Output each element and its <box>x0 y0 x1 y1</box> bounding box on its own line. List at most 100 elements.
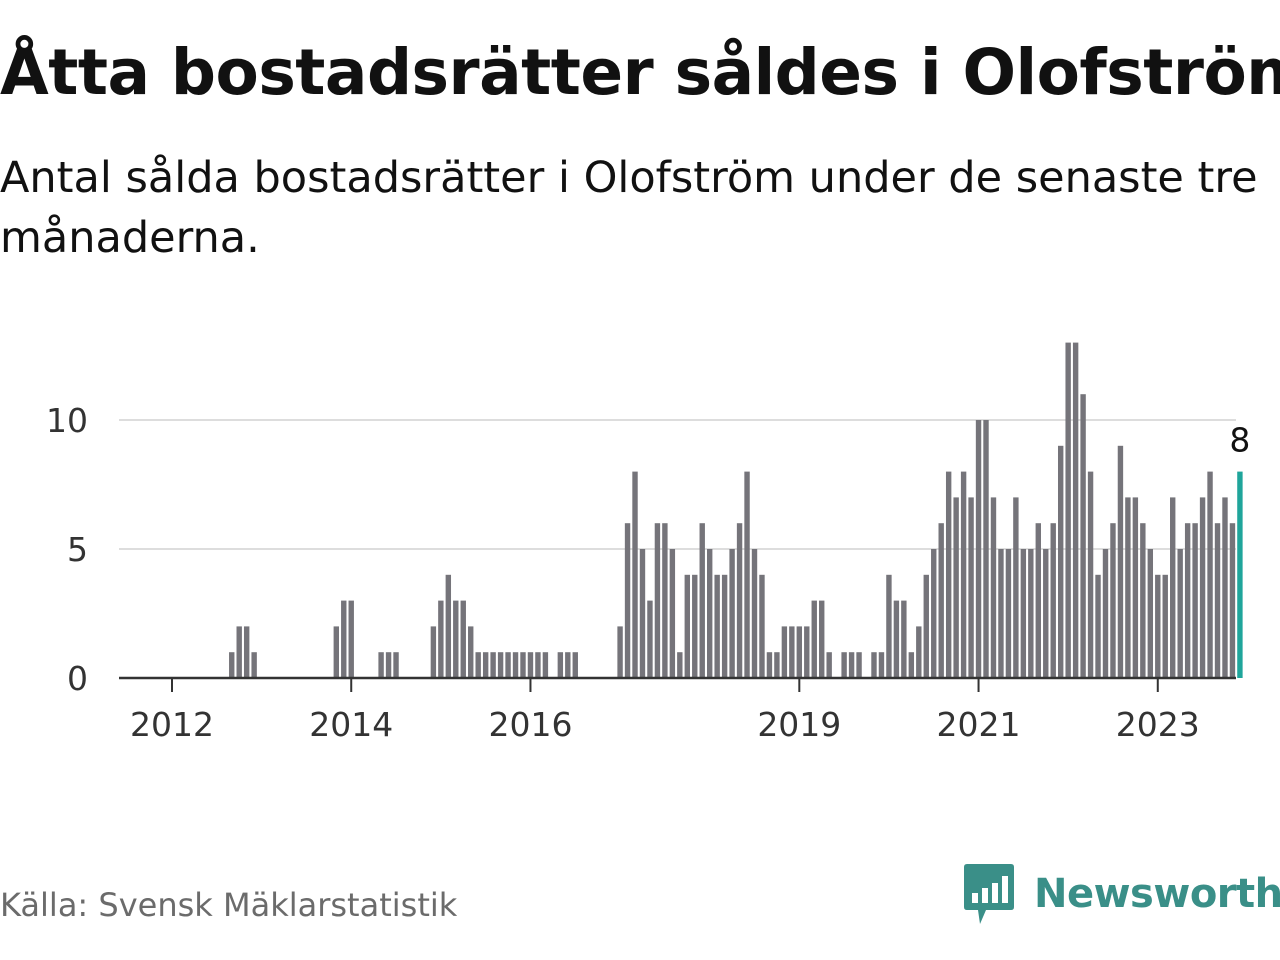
source-note: Källa: Svensk Mäklarstatistik <box>0 886 458 924</box>
brand-logo[interactable]: Newsworthy <box>962 862 1280 926</box>
bar <box>497 652 504 678</box>
bar <box>632 471 638 678</box>
bar <box>871 652 877 678</box>
x-tick-label: 2023 <box>1116 705 1200 744</box>
bar <box>1147 549 1154 678</box>
grid-lines <box>119 419 1236 550</box>
bar <box>1087 471 1094 678</box>
bar <box>460 600 466 678</box>
bar <box>990 497 997 678</box>
bar <box>393 652 399 678</box>
bar <box>1192 523 1198 678</box>
bar <box>333 626 339 678</box>
bar <box>998 549 1004 678</box>
x-tick-label: 2012 <box>130 705 214 744</box>
bar <box>482 652 489 678</box>
bar <box>796 626 803 678</box>
bar <box>1080 394 1086 678</box>
bar <box>542 652 549 678</box>
bar <box>572 652 578 678</box>
bar <box>811 600 817 678</box>
bar <box>520 652 526 678</box>
bar <box>1177 549 1183 678</box>
bar <box>535 652 541 678</box>
bar <box>1155 574 1161 678</box>
bar <box>1199 497 1206 678</box>
bar <box>729 549 735 678</box>
bar <box>617 626 623 678</box>
bar <box>721 574 728 678</box>
bar <box>908 652 915 678</box>
bar <box>916 626 922 678</box>
bar <box>774 652 780 678</box>
bar <box>1222 497 1228 678</box>
bar <box>565 652 571 678</box>
bar <box>1214 523 1221 678</box>
bar <box>759 574 765 678</box>
bar <box>960 471 967 678</box>
bar <box>1229 523 1236 678</box>
bar <box>527 652 534 678</box>
bar <box>968 497 974 678</box>
bar <box>1013 497 1019 678</box>
y-tick-label: 5 <box>67 530 88 569</box>
newsworthy-logo-icon <box>964 864 1014 924</box>
bar <box>341 600 347 678</box>
bar <box>938 523 944 678</box>
bar <box>692 574 698 678</box>
bar <box>1050 523 1056 678</box>
bar <box>1028 549 1034 678</box>
bar <box>1132 497 1139 678</box>
bar <box>819 600 825 678</box>
bar <box>886 574 892 678</box>
bar <box>1072 342 1079 678</box>
y-tick-label: 0 <box>67 659 88 698</box>
bar <box>378 652 384 678</box>
bar <box>1095 574 1101 678</box>
bar <box>856 652 862 678</box>
bar-highlight <box>1237 471 1243 678</box>
bar <box>841 652 847 678</box>
bar <box>714 574 720 678</box>
bar <box>1207 471 1213 678</box>
bar <box>707 549 713 678</box>
x-tick-label: 2019 <box>757 705 841 744</box>
bar <box>1117 445 1124 678</box>
bar <box>348 600 354 678</box>
bar <box>848 652 855 678</box>
bar <box>781 626 788 678</box>
bar <box>945 471 952 678</box>
bar <box>789 626 795 678</box>
x-tick-label: 2016 <box>488 705 572 744</box>
bar <box>1065 342 1071 678</box>
bar <box>953 497 959 678</box>
bar <box>654 523 661 678</box>
bar <box>229 652 235 678</box>
bar <box>1110 523 1116 678</box>
bar <box>744 471 750 678</box>
bar <box>1043 549 1049 678</box>
bar <box>385 652 392 678</box>
bar <box>1140 523 1146 678</box>
bar <box>923 574 929 678</box>
bar <box>1057 445 1064 678</box>
bar <box>893 600 900 678</box>
bar <box>1170 497 1176 678</box>
x-tick-label: 2014 <box>309 705 393 744</box>
bar <box>669 549 676 678</box>
bar <box>677 652 683 678</box>
bar <box>1005 549 1012 678</box>
bar <box>438 600 444 678</box>
bar <box>557 652 564 678</box>
chart-subtitle: Antal sålda bostadsrätter i Olofström un… <box>0 153 1258 263</box>
bar <box>512 652 519 678</box>
chart-title: Åtta bostadsrätter såldes i Olofström <box>0 36 1280 109</box>
bar <box>251 652 257 678</box>
bar <box>931 549 937 678</box>
highlight-value-label: 8 <box>1229 421 1250 460</box>
bars <box>229 342 1243 678</box>
bar <box>445 574 452 678</box>
bar <box>639 549 646 678</box>
bar <box>1125 497 1131 678</box>
bar <box>751 549 758 678</box>
